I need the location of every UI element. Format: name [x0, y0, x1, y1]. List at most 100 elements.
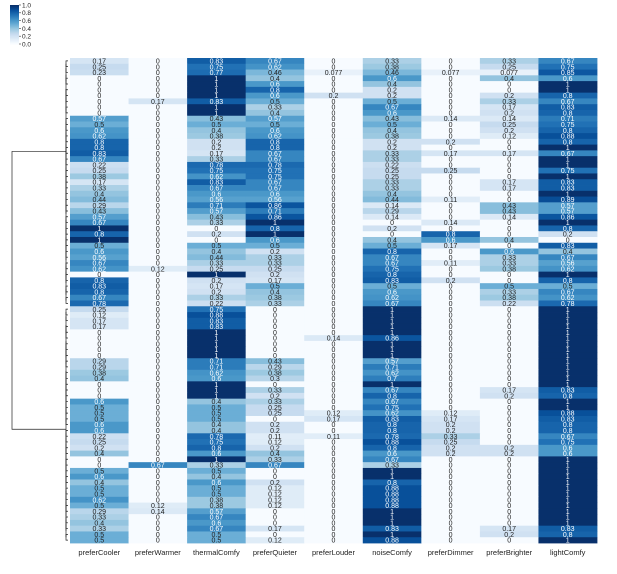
cell-value-label: 0.33: [268, 399, 282, 406]
heatmap-cell: [304, 109, 364, 117]
cell-value-label: 0.5: [563, 284, 573, 291]
heatmap-cell: [128, 525, 188, 532]
cell-value-label: 0.17: [210, 151, 224, 158]
cell-value-label: 0: [156, 307, 160, 314]
heatmap-cell: [70, 225, 129, 232]
heatmap-cell: [304, 508, 364, 515]
heatmap-cell: [245, 265, 305, 273]
heatmap-cell: [421, 358, 481, 365]
cell-value-label: 1: [390, 520, 394, 527]
heatmap-cell: [304, 185, 364, 192]
cell-value-label: 0: [156, 255, 160, 262]
heatmap-cell: [304, 138, 364, 146]
cell-value-label: 0: [273, 468, 277, 475]
cell-value-label: 0.6: [270, 128, 280, 135]
heatmap-cell: [187, 219, 247, 226]
heatmap-cell: [538, 525, 598, 532]
heatmap-cell: [421, 467, 481, 475]
cell-value-label: 0.5: [212, 122, 222, 129]
heatmap-cell: [538, 346, 598, 353]
heatmap-cell: [538, 537, 598, 544]
cell-value-label: 0: [507, 428, 511, 435]
cell-value-label: 1: [214, 76, 218, 83]
cell-value-label: 0: [449, 82, 453, 89]
cell-value-label: 0: [390, 232, 394, 239]
cell-value-label: 1: [214, 330, 218, 337]
heatmap-cell: [538, 115, 598, 122]
heatmap-cell: [479, 202, 539, 209]
cell-value-label: 0: [332, 116, 336, 123]
heatmap-cell: [421, 392, 481, 400]
heatmap-cell: [304, 81, 364, 88]
heatmap-cell: [70, 462, 129, 469]
cell-value-label: 0.43: [268, 359, 282, 366]
colorbar-segment: [10, 33, 19, 35]
heatmap-cell: [304, 346, 364, 353]
cell-value-label: 0.12: [268, 497, 282, 504]
cell-value-label: 0: [507, 87, 511, 94]
heatmap-cell: [479, 392, 539, 400]
cell-value-label: 0.25: [92, 440, 106, 447]
colorbar-segment: [10, 40, 19, 42]
cell-value-label: 0: [507, 226, 511, 233]
cell-value-label: 0.8: [387, 272, 397, 279]
cell-value-label: 1: [214, 388, 218, 395]
heatmap-cell: [362, 236, 422, 244]
cell-value-label: 1: [566, 157, 570, 164]
heatmap-cell: [70, 312, 129, 319]
cell-value-label: 0.33: [268, 105, 282, 112]
cell-value-label: 0.71: [561, 116, 575, 123]
heatmap-cell: [70, 358, 129, 365]
heatmap-cell: [479, 439, 539, 446]
cell-value-label: 0.5: [94, 532, 104, 539]
heatmap-cell: [304, 104, 364, 111]
colorbar-segment: [10, 13, 19, 16]
cell-value-label: 0.8: [563, 139, 573, 146]
heatmap-cell: [421, 161, 481, 169]
heatmap-cell: [421, 121, 481, 128]
heatmap-cell: [479, 519, 539, 527]
heatmap-cell: [70, 283, 129, 290]
cell-value-label: 0.5: [94, 416, 104, 423]
heatmap-cell: [421, 473, 481, 480]
cell-value-label: 0.6: [94, 128, 104, 135]
heatmap-cell: [128, 260, 188, 267]
heatmap-cell: [245, 86, 305, 94]
heatmap-cell: [245, 231, 305, 238]
heatmap-cell: [362, 387, 422, 394]
cell-value-label: 0.67: [561, 434, 575, 441]
cell-value-label: 0.71: [210, 364, 224, 371]
heatmap-cell: [362, 410, 422, 417]
cell-value-label: 0: [507, 370, 511, 377]
cell-value-label: 0: [156, 474, 160, 481]
cell-value-label: 0: [332, 497, 336, 504]
heatmap-cell: [421, 364, 481, 371]
cell-value-label: 0.14: [385, 214, 399, 221]
heatmap-cell: [70, 456, 129, 463]
heatmap-cell: [538, 265, 598, 273]
heatmap-cell: [128, 265, 188, 273]
cell-value-label: 0.4: [563, 249, 573, 256]
cell-value-label: 0.33: [210, 157, 224, 164]
cell-value-label: 0: [449, 157, 453, 164]
cell-value-label: 0.6: [446, 237, 456, 244]
heatmap-cell: [128, 300, 188, 307]
heatmap-cell: [245, 317, 305, 324]
cell-value-label: 0: [507, 497, 511, 504]
cell-value-label: 0.89: [561, 197, 575, 204]
heatmap-cell: [304, 242, 364, 249]
heatmap-cell: [304, 491, 364, 498]
cell-value-label: 0: [273, 330, 277, 337]
heatmap-cell: [421, 260, 481, 267]
heatmap-cell: [538, 479, 598, 486]
heatmap-cell: [304, 167, 364, 174]
cell-value-label: 0: [507, 318, 511, 325]
heatmap-cell: [421, 404, 481, 411]
cell-value-label: 0.57: [268, 116, 282, 123]
heatmap-cell: [128, 485, 188, 492]
heatmap-cell: [304, 450, 364, 457]
heatmap-cell: [362, 283, 422, 290]
heatmap-cell: [538, 156, 598, 163]
cell-value-label: 0.6: [212, 376, 222, 383]
heatmap-cell: [70, 138, 129, 146]
